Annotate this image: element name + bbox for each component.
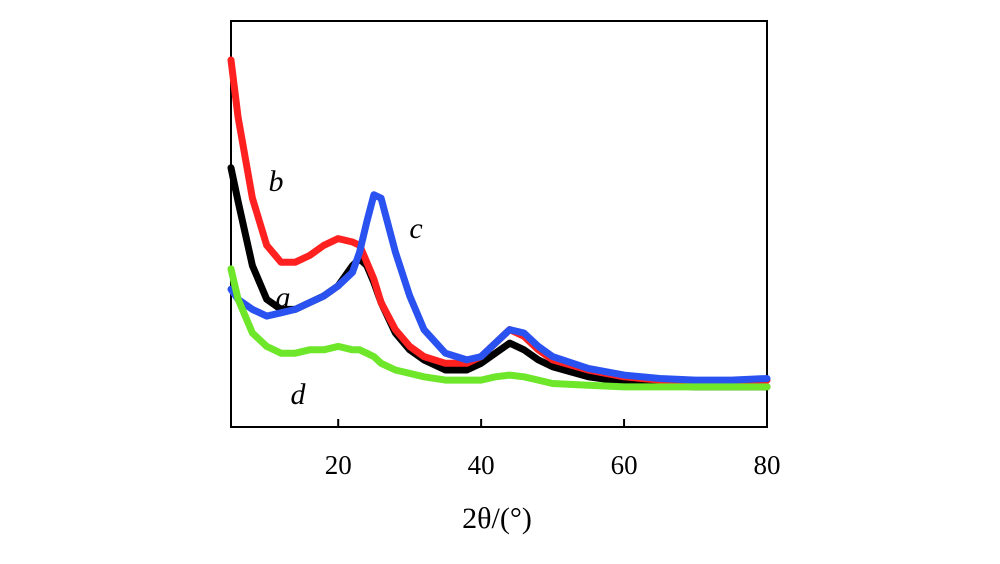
series-line-c <box>227 191 771 384</box>
x-tick-label: 40 <box>468 450 495 480</box>
series-layer <box>227 56 771 391</box>
x-axis-ticks: 20 40 60 80 <box>325 419 781 480</box>
x-tick-label: 80 <box>754 450 781 480</box>
series-line-a <box>227 164 771 391</box>
series-labels: a b c d <box>269 165 423 411</box>
x-tick-label: 20 <box>325 450 352 480</box>
series-line-d <box>227 265 771 391</box>
series-line-b <box>227 56 771 386</box>
x-axis-title: 2θ/(°) <box>462 502 532 535</box>
series-label-a: a <box>276 281 291 314</box>
series-label-d: d <box>291 378 307 411</box>
series-label-c: c <box>409 212 422 245</box>
x-tick-label: 60 <box>611 450 638 480</box>
series-label-b: b <box>269 165 284 198</box>
plot-frame <box>230 20 768 428</box>
